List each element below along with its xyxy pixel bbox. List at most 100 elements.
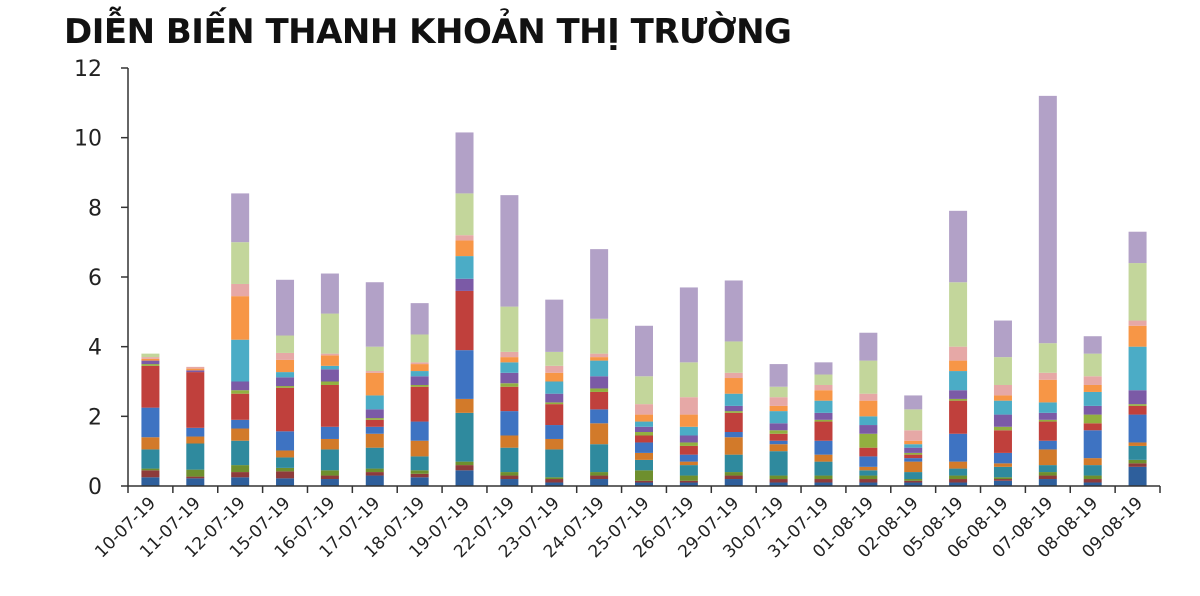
bar-segment — [276, 431, 295, 451]
bar-segment — [904, 482, 923, 486]
bar-segment — [186, 478, 205, 486]
bar-segment — [859, 332, 878, 361]
bar-segment — [590, 409, 609, 424]
bar-segment — [679, 445, 698, 455]
bar-segment — [679, 454, 698, 462]
bar-segment — [904, 409, 923, 431]
bar-segment — [545, 449, 564, 478]
bar-segment — [1128, 390, 1147, 405]
bar-segment — [590, 423, 609, 445]
bar-segment — [590, 318, 609, 354]
bar-segment — [320, 479, 339, 486]
bar-segment — [231, 283, 250, 297]
bar-segment — [590, 249, 609, 319]
bar-segment — [635, 325, 653, 377]
bar-segment — [500, 195, 519, 307]
bar-segment — [1038, 479, 1057, 486]
bar-segment — [1038, 412, 1057, 420]
bar-segment — [769, 482, 788, 486]
bar-segment — [635, 426, 653, 433]
bar-segment — [1038, 402, 1057, 413]
bar-segment — [500, 411, 519, 436]
bar-segment — [500, 306, 519, 352]
bar-segment — [365, 395, 384, 410]
bar-segment — [186, 476, 205, 479]
bar-segment — [904, 480, 923, 483]
bar-segment — [949, 346, 968, 361]
bar-segment — [1128, 466, 1147, 486]
bar-segment — [455, 290, 474, 351]
bar-segment — [993, 400, 1012, 415]
bar-segment — [276, 471, 295, 479]
bar-segment — [859, 470, 878, 476]
bar-segment — [679, 435, 698, 443]
bar-segment — [590, 444, 609, 473]
bar-segment — [769, 440, 788, 445]
bar-segment — [949, 282, 968, 347]
bar-segment — [1038, 465, 1057, 473]
bar-segment — [635, 459, 653, 471]
bar-segment — [679, 397, 698, 415]
bar-segment — [231, 339, 250, 382]
bar-segment — [590, 472, 609, 476]
bar-segment — [949, 475, 968, 480]
bar-segment — [141, 470, 160, 478]
bar-segment — [993, 466, 1012, 478]
bar-segment — [141, 407, 160, 438]
bar-segment — [993, 414, 1012, 427]
bar-segment — [320, 475, 339, 480]
bar-segment — [724, 411, 743, 413]
bar-segment — [320, 384, 339, 427]
bar-segment — [231, 419, 250, 429]
bar-segment — [365, 426, 384, 434]
bar-segment — [231, 193, 250, 243]
bar-segment — [1083, 353, 1102, 377]
bar-segment — [635, 470, 653, 481]
bar-segment — [769, 397, 788, 406]
bar-segment — [141, 357, 160, 359]
y-tick-label: 4 — [88, 336, 102, 361]
bar-segment — [904, 472, 923, 480]
bar-segment — [859, 479, 878, 483]
bar-segment — [1128, 231, 1147, 264]
bar-segment — [1038, 343, 1057, 373]
bar-segment — [455, 132, 474, 194]
bar-segment — [141, 364, 160, 366]
bar-segment — [545, 402, 564, 405]
bar-segment — [814, 479, 833, 483]
bar-segment — [724, 372, 743, 379]
bar-segment — [635, 452, 653, 460]
bar-segment — [545, 482, 564, 486]
bar-segment — [276, 457, 295, 468]
bar-segment — [1038, 379, 1057, 403]
bar-segment — [186, 370, 205, 373]
bar-segment — [679, 465, 698, 476]
bar-segment — [365, 433, 384, 448]
bar-segment — [186, 443, 205, 470]
bar-segment — [365, 409, 384, 419]
bar-segment — [814, 412, 833, 420]
bar-segment — [590, 360, 609, 377]
bar-segment — [231, 381, 250, 391]
bar-segment — [545, 381, 564, 394]
y-tick-label: 10 — [74, 127, 102, 152]
bar-segment — [993, 463, 1012, 467]
bar-segment — [635, 414, 653, 422]
bar-segment — [859, 400, 878, 417]
bar-segment — [993, 480, 1012, 486]
bar-segment — [949, 360, 968, 372]
bar-segment — [141, 358, 160, 361]
bar-segment — [455, 240, 474, 257]
bar-segment — [635, 404, 653, 415]
bar-segment — [545, 479, 564, 483]
bar-segment — [679, 475, 698, 481]
bar-segment — [276, 279, 295, 336]
bar-segment — [186, 436, 205, 444]
bar-segment — [410, 376, 429, 385]
bar-segment — [590, 475, 609, 480]
bar-segment — [679, 414, 698, 427]
bar-segment — [679, 482, 698, 486]
chart-title: DIỄN BIẾN THANH KHOẢN THỊ TRƯỜNG — [64, 12, 792, 52]
bar-segment — [320, 273, 339, 314]
